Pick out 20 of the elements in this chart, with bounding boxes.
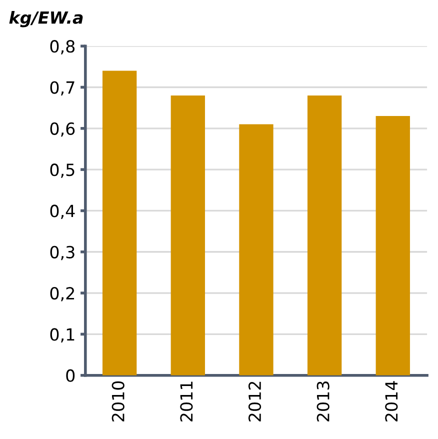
bar <box>102 70 137 376</box>
y-tick-label: 0,2 <box>50 286 74 302</box>
x-tick-label: 2010 <box>112 381 124 422</box>
y-tick-label: 0,7 <box>50 81 74 96</box>
y-axis-title: kg/EW.a <box>9 10 83 28</box>
bar <box>376 116 410 376</box>
x-tick-label: 2014 <box>385 381 398 422</box>
y-tick-label: 0,8 <box>50 40 75 54</box>
y-tick-label: 0,5 <box>50 164 74 178</box>
bar <box>170 95 205 376</box>
x-tick-label: 2011 <box>180 382 193 422</box>
bar <box>307 95 342 376</box>
x-tick-label: 2013 <box>316 382 330 422</box>
y-tick-label: 0 <box>66 369 75 382</box>
y-tick-label: 0,1 <box>50 328 74 342</box>
y-tick-label: 0,6 <box>50 122 75 137</box>
y-tick-label: 0,3 <box>50 246 74 260</box>
y-tick-label: 0,4 <box>50 204 75 219</box>
bar <box>239 124 274 376</box>
x-tick-label: 2012 <box>248 382 262 422</box>
